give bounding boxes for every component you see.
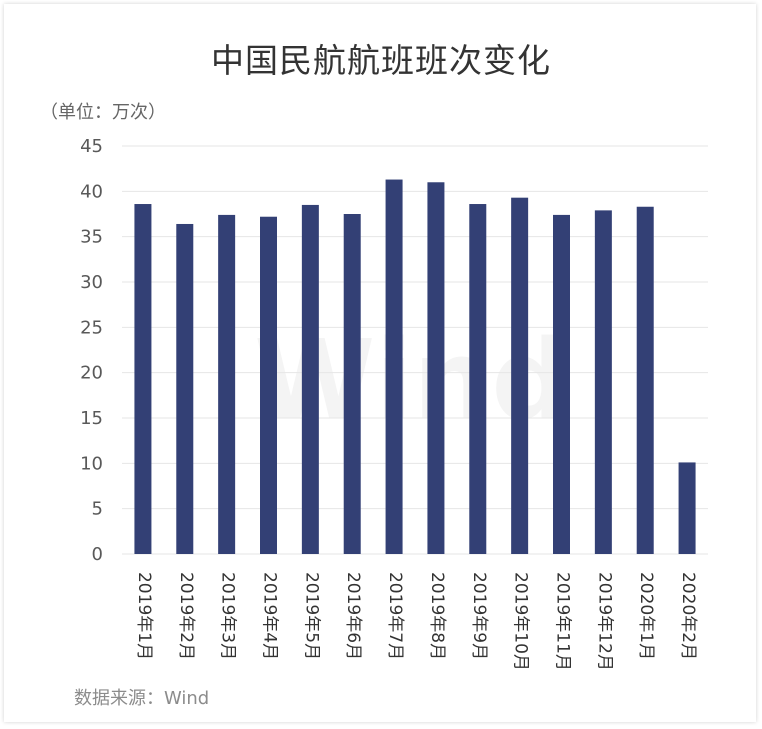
bar xyxy=(301,204,319,554)
x-tick-label: 2019年2月 xyxy=(176,572,196,660)
x-tick-label: 2019年5月 xyxy=(301,572,321,660)
x-tick-label: 2019年1月 xyxy=(134,572,154,660)
bar xyxy=(427,182,445,554)
x-tick-label: 2020年2月 xyxy=(678,572,698,660)
x-tick-label: 2019年12月 xyxy=(594,572,614,671)
x-tick-label: 2019年3月 xyxy=(218,572,238,660)
bar xyxy=(594,210,612,554)
bar xyxy=(553,214,570,554)
x-tick-label: 2019年4月 xyxy=(260,572,280,660)
y-axis-ticks: 0 5 10 15 20 25 30 35 40 45 xyxy=(80,136,103,565)
y-tick-label: 15 xyxy=(80,408,103,429)
x-tick-label: 2020年1月 xyxy=(636,572,656,660)
bar xyxy=(218,214,236,554)
bar xyxy=(678,462,696,554)
chart-title: 中国民航航班班次变化 xyxy=(211,41,551,80)
bar xyxy=(260,216,277,554)
bar xyxy=(636,206,654,554)
source-label: 数据来源：Wind xyxy=(74,688,210,709)
y-tick-label: 10 xyxy=(80,453,103,474)
x-tick-label: 2019年10月 xyxy=(511,572,531,671)
y-tick-label: 20 xyxy=(80,363,103,384)
bar-series xyxy=(134,179,696,554)
bar xyxy=(343,214,361,554)
bar xyxy=(511,197,529,554)
bar xyxy=(385,179,403,554)
y-tick-label: 0 xyxy=(92,544,103,565)
bar xyxy=(469,204,487,554)
x-tick-label: 2019年7月 xyxy=(385,572,405,660)
y-tick-label: 5 xyxy=(92,499,103,520)
y-tick-label: 45 xyxy=(80,136,103,157)
unit-label: （单位：万次） xyxy=(40,102,166,123)
x-axis-labels: 2019年1月 2019年2月 2019年3月 2019年4月 2019年5月 2019年… xyxy=(134,572,698,671)
bar xyxy=(176,223,194,554)
x-tick-label: 2019年11月 xyxy=(553,572,573,671)
y-tick-label: 30 xyxy=(80,272,103,293)
y-tick-label: 40 xyxy=(80,181,103,202)
y-tick-label: 25 xyxy=(80,317,103,338)
y-tick-label: 35 xyxy=(80,227,103,248)
x-tick-label: 2019年9月 xyxy=(469,572,489,660)
x-tick-label: 2019年8月 xyxy=(427,572,447,660)
chart-card xyxy=(4,4,756,722)
bar xyxy=(134,204,152,554)
x-tick-label: 2019年6月 xyxy=(343,572,363,660)
